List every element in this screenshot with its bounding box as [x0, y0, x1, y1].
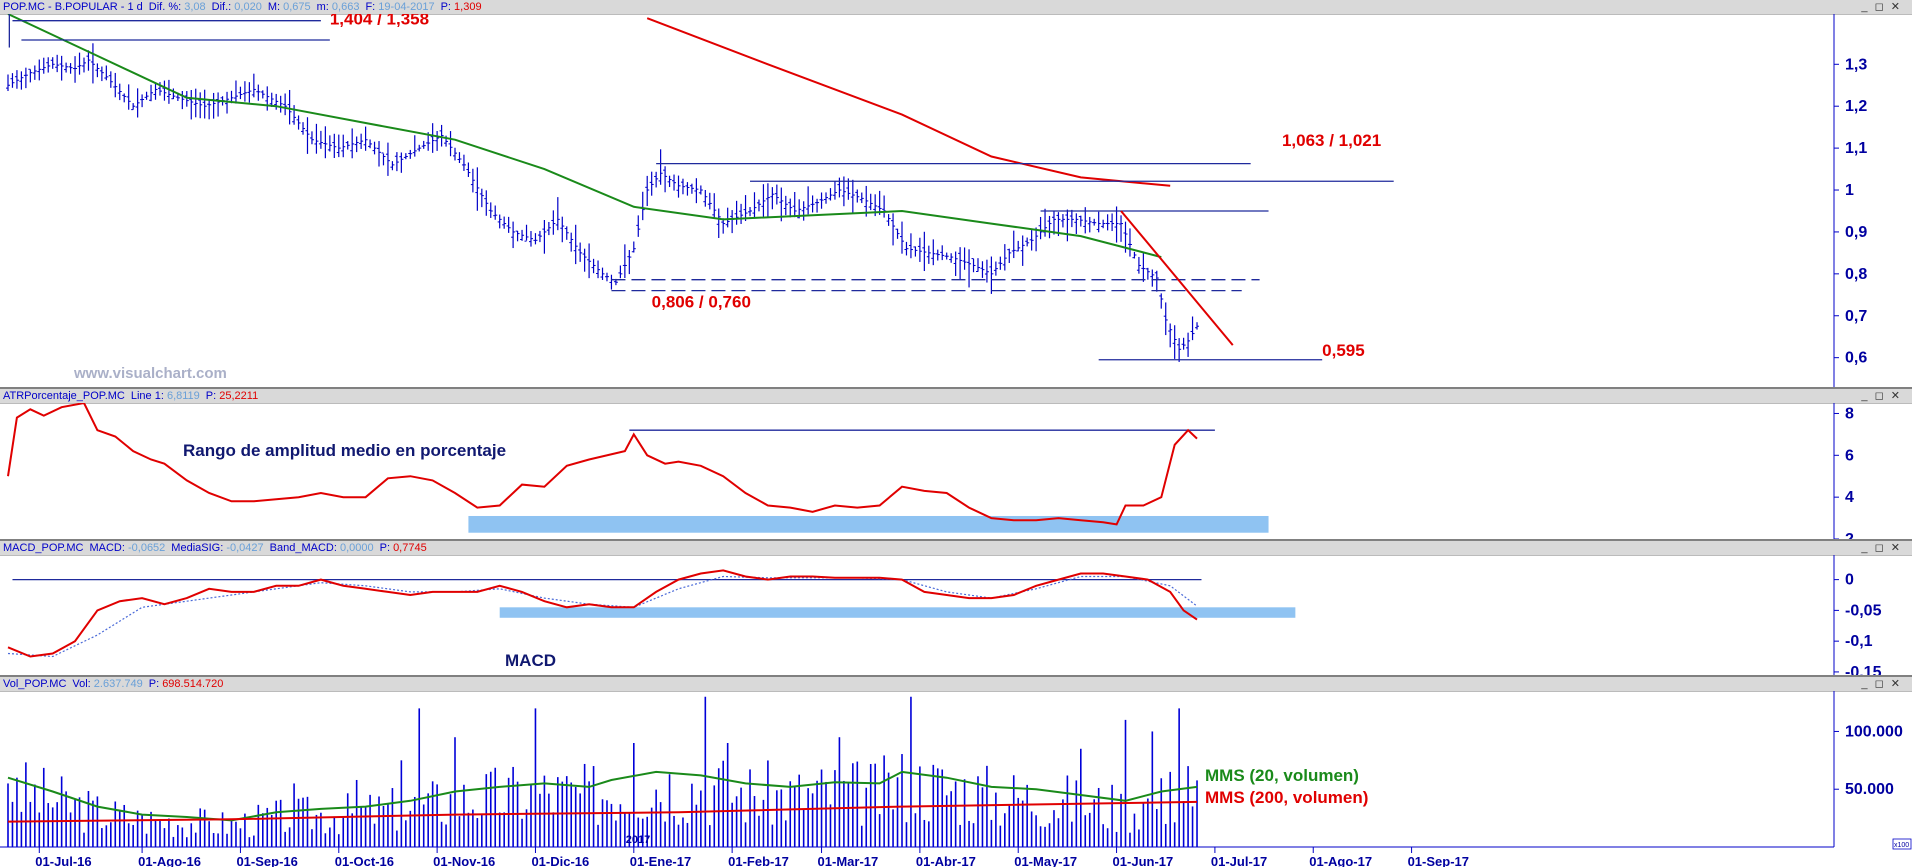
window-controls[interactable]: _ ◻ ✕: [1861, 390, 1902, 402]
panel-title: POP.MC - B.POPULAR - 1 d: [3, 1, 143, 13]
atr-chart[interactable]: Rango de amplitud medio en porcentaje 8 6 4…: [0, 403, 1912, 539]
panel-separator[interactable]: [0, 539, 1912, 541]
x-tick-label: 01-Mar-17: [818, 854, 879, 867]
window-controls[interactable]: _ ◻ ✕: [1861, 542, 1902, 554]
y-tick-label: -0,15: [1845, 664, 1882, 675]
macd-panel-header: MACD_POP.MC MACD: -0,0652 MediaSIG: -0,042…: [0, 541, 1912, 556]
panel-field: Vol: 2.637.749: [72, 678, 143, 690]
level-annotation: 0,806 / 0,760: [652, 292, 751, 311]
macd-annotation: MACD: [505, 651, 556, 670]
y-tick-label: 100.000: [1845, 723, 1903, 740]
y-tick-label: 50.000: [1845, 781, 1894, 798]
panel-field: P: 698.514.720: [148, 678, 224, 690]
price-chart[interactable]: 1,404 / 1,358 1,063 / 1,021 0,806 / 0,760 0…: [0, 14, 1912, 387]
y-tick-label: 1,2: [1845, 98, 1867, 115]
panel-field: Line 1: 6,8119: [130, 390, 200, 402]
panel-field: MACD: -0,0652: [89, 542, 166, 554]
panel-title: MACD_POP.MC: [3, 542, 84, 554]
y-tick-label: 1: [1845, 182, 1854, 199]
volume-panel-header: Vol_POP.MC Vol: 2.637.749 P: 698.514.720 _ …: [0, 677, 1912, 692]
y-tick-label: 0,7: [1845, 308, 1867, 325]
x-tick-label: 01-Sep-16: [236, 854, 297, 867]
x-tick-label: 01-Ago-17: [1309, 854, 1372, 867]
highlight-band: [499, 607, 1296, 618]
atr-line: [7, 403, 1198, 526]
panel-field: MediaSIG: -0,0427: [171, 542, 264, 554]
panel-field: P: 0,7745: [379, 542, 427, 554]
panel-field: F: 19-04-2017: [365, 1, 435, 13]
x-tick-label: 01-Nov-16: [433, 854, 495, 867]
panel-title: Vol_POP.MC: [3, 678, 67, 690]
macd-chart[interactable]: MACD 0 -0,05 -0,1 -0,15: [0, 555, 1912, 675]
macd-panel: MACD_POP.MC MACD: -0,0652 MediaSIG: -0,042…: [0, 541, 1912, 675]
panel-field: m: 0,663: [316, 1, 360, 13]
atr-panel: ATRPorcentaje_POP.MC Line 1: 6,8119 P: 25,…: [0, 389, 1912, 539]
legend-entry: MMS (20, volumen): [1205, 766, 1359, 785]
panel-field: P: 25,2211: [205, 390, 259, 402]
level-annotation: 0,595: [1322, 341, 1365, 360]
atr-annotation: Rango de amplitud medio en porcentaje: [183, 441, 506, 460]
macd-line: [7, 569, 1198, 658]
panel-separator[interactable]: [0, 675, 1912, 677]
moving-average-red: [646, 17, 1171, 187]
atr-panel-header: ATRPorcentaje_POP.MC Line 1: 6,8119 P: 25,…: [0, 389, 1912, 404]
y-tick-label: 1,1: [1845, 140, 1867, 157]
y-tick-label: 4: [1845, 489, 1854, 506]
y-tick-label: 0,6: [1845, 350, 1867, 367]
panel-field: Dif.: 0,020: [211, 1, 262, 13]
x-tick-label: 01-Ene-17: [630, 854, 691, 867]
volume-chart[interactable]: MMS (20, volumen) MMS (200, volumen) 01-Ju…: [0, 691, 1912, 867]
window-controls[interactable]: _ ◻ ✕: [1861, 678, 1902, 690]
panel-field: M: 0,675: [267, 1, 311, 13]
x-tick-label: 01-Sep-17: [1408, 854, 1469, 867]
panel-field: P: 1,309: [440, 1, 482, 13]
panel-separator[interactable]: [0, 387, 1912, 389]
y-tick-label: 0,8: [1845, 266, 1867, 283]
panel-field: Band_MACD: 0,0000: [269, 542, 374, 554]
x-tick-label: 01-Oct-16: [335, 854, 394, 867]
x-tick-label: 01-Jun-17: [1113, 854, 1174, 867]
highlight-band: [468, 515, 1269, 533]
level-annotation: 1,063 / 1,021: [1282, 131, 1381, 150]
y-tick-label: 0: [1845, 572, 1854, 589]
scale-box: [1892, 838, 1912, 850]
panel-title: ATRPorcentaje_POP.MC: [3, 390, 125, 402]
trend-line: [1120, 210, 1234, 346]
x-tick-label: 01-Jul-17: [1211, 854, 1267, 867]
panel-field: Dif. %: 3,08: [148, 1, 206, 13]
volume-panel: Vol_POP.MC Vol: 2.637.749 P: 698.514.720 _ …: [0, 677, 1912, 867]
moving-average-green: [7, 14, 1162, 259]
y-tick-label: 0,9: [1845, 224, 1867, 241]
year-label: 2017: [626, 834, 650, 846]
y-tick-label: 2: [1845, 531, 1854, 539]
x-tick-label: 01-Ago-16: [138, 854, 201, 867]
price-panel: POP.MC - B.POPULAR - 1 d Dif. %: 3,08 Dif.…: [0, 0, 1912, 387]
legend-entry: MMS (200, volumen): [1205, 788, 1368, 807]
scale-label: x100: [1894, 842, 1909, 849]
x-tick-label: 01-May-17: [1014, 854, 1077, 867]
y-tick-label: -0,1: [1845, 633, 1873, 650]
y-tick-label: 1,3: [1845, 56, 1867, 73]
price-panel-header: POP.MC - B.POPULAR - 1 d Dif. %: 3,08 Dif.…: [0, 0, 1912, 15]
volume-ma-200: [7, 800, 1198, 823]
x-tick-label: 01-Dic-16: [531, 854, 589, 867]
window-controls[interactable]: _ ◻ ✕: [1861, 1, 1902, 13]
x-tick-label: 01-Abr-17: [916, 854, 976, 867]
macd-signal-line: [7, 575, 1198, 658]
y-tick-label: 6: [1845, 447, 1854, 464]
y-tick-label: 8: [1845, 405, 1854, 422]
x-tick-label: 01-Feb-17: [728, 854, 789, 867]
watermark: www.visualchart.com: [73, 365, 227, 382]
x-tick-label: 01-Jul-16: [35, 854, 91, 867]
y-tick-label: -0,05: [1845, 602, 1882, 619]
level-annotation: 1,404 / 1,358: [330, 14, 429, 28]
